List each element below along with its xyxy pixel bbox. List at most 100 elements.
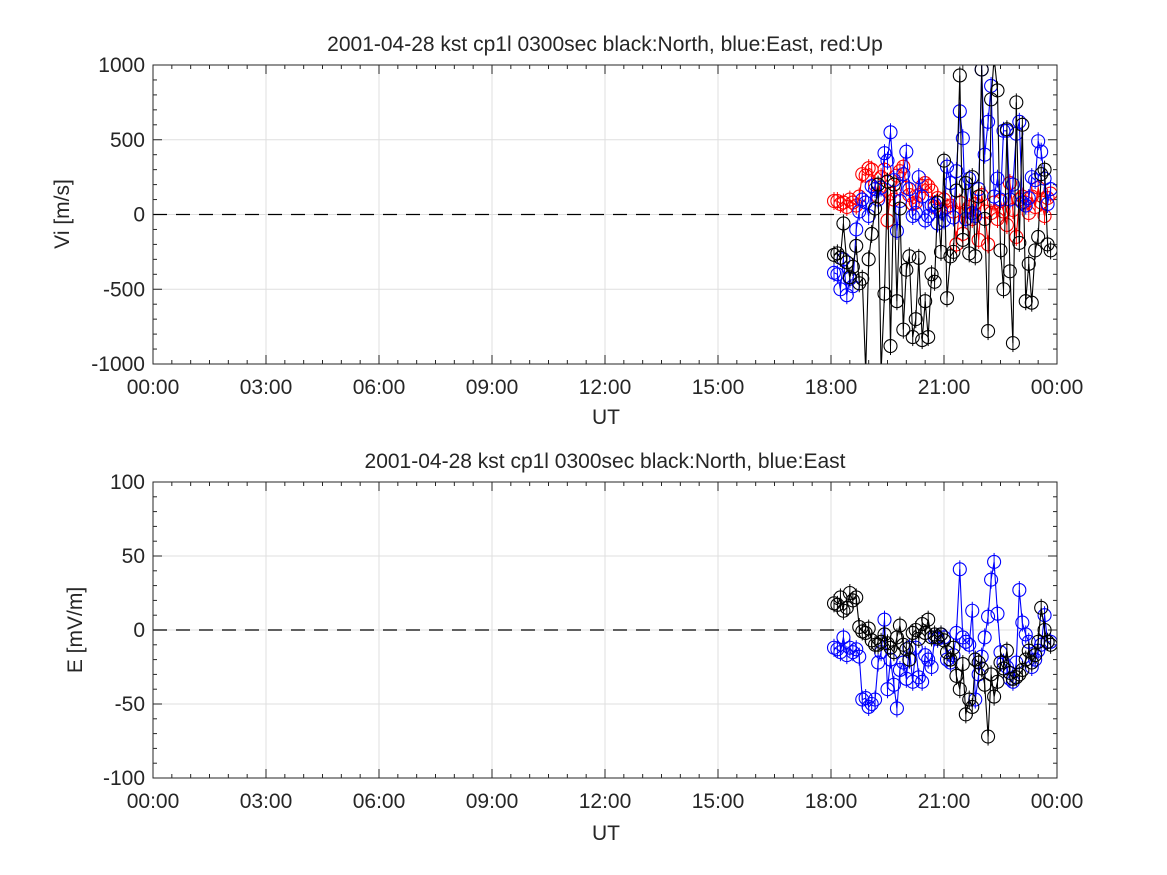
velocity-series-north-point [949,183,964,198]
electric-field-series-north-point [999,643,1014,658]
electric-field-axes-box [152,481,1058,779]
velocity-series-east-point [855,192,870,207]
electric-field-y-tick-label: -100 [103,767,145,790]
electric-field-series-east-point [965,603,980,618]
electric-field-series-north-point [1012,667,1027,682]
velocity-series-north-point [965,170,980,185]
electric-field-series-north-point [949,668,964,683]
velocity-series-north-point [1031,229,1046,244]
electric-field-series-north-point [965,699,980,715]
velocity-series-up-point [1005,202,1020,218]
velocity-series-north-point [993,243,1008,258]
velocity-series-north-point [939,291,955,306]
velocity-series-east-point [902,182,917,197]
velocity-series-north-point [871,177,886,192]
electric-field-series-east-point [849,642,864,657]
electric-field-series-north-point [1040,634,1055,649]
velocity-y-tick-label: -500 [103,278,145,301]
electric-field-series-east-point [864,696,879,712]
electric-field-series-north-point [921,612,936,627]
velocity-series-north-point [883,339,898,354]
velocity-x-tick-label: 18:00 [805,376,858,399]
velocity-series-north-point [1009,95,1024,110]
electric-field-series-east-point [1018,627,1033,642]
velocity-series-north-point [861,252,876,267]
electric-field-panel-title: 2001-04-28 kst cp1l 0300sec black:North,… [365,450,846,473]
velocity-panel: 2001-04-28 kst cp1l 0300sec black:North,… [51,33,1083,429]
electric-field-x-tick-label: 12:00 [579,790,632,813]
electric-field-series-north-point [962,692,977,707]
electric-field-series-north-point [955,656,970,672]
velocity-series-east-point [1018,198,1033,213]
electric-field-series-north-point [892,618,907,633]
electric-field-series-north-point [1028,648,1043,663]
velocity-x-axis-label: UT [592,406,620,429]
velocity-series-north-point [968,249,983,264]
electric-field-x-tick-label: 21:00 [918,790,971,813]
velocity-panel-title: 2001-04-28 kst cp1l 0300sec black:North,… [327,33,883,56]
electric-field-x-tick-label: 00:00 [127,790,180,813]
electric-field-y-axis-label: E [mV/m] [64,587,87,673]
electric-field-x-tick-label: 15:00 [692,790,745,813]
velocity-series-east-point [965,205,980,221]
electric-field-series-east-point [962,637,977,652]
electric-field-y-tick-label: 0 [133,619,145,642]
electric-field-series-east-point [918,648,933,663]
electric-field-series-east-point [1012,582,1027,598]
electric-field-panel: 2001-04-28 kst cp1l 0300sec black:North,… [64,450,1083,845]
velocity-x-tick-label: 00:00 [1031,376,1084,399]
velocity-series-east-point [993,192,1008,207]
velocity-series-north-point [1034,167,1049,182]
electric-field-x-tick-label: 06:00 [353,790,406,813]
velocity-series-north-point [830,246,845,261]
velocity-series-north-point [899,262,914,277]
electric-field-series-north-point [899,642,914,657]
velocity-series-north-point [855,271,870,286]
velocity-y-axis-label: Vi [m/s] [51,179,74,249]
velocity-series-east-point [962,171,977,186]
velocity-series-north-point [943,249,958,264]
velocity-series-east-point [1043,182,1057,197]
velocity-series-north-point [1028,243,1043,258]
velocity-x-tick-label: 12:00 [579,376,632,399]
electric-field-series-north-point [1024,655,1039,670]
velocity-series-east-point [911,170,926,185]
electric-field-series-east-point [990,606,1005,621]
velocity-series-north-point [988,51,1001,64]
electric-field-series-north-point [845,593,860,608]
velocity-series-east-point [1012,114,1027,129]
velocity-series-north-point [886,177,901,192]
velocity-series-north-point [852,276,867,291]
velocity-series-north-point [936,153,952,168]
velocity-x-tick-label: 15:00 [692,376,745,399]
velocity-x-tick-label: 21:00 [918,376,971,399]
velocity-axes-box [152,64,1058,365]
velocity-series-east-point [889,223,904,238]
electric-field-series-north-point [1034,600,1049,615]
velocity-series-north-point [892,201,907,216]
velocity-series-north-point [930,195,945,210]
electric-field-series-east-point [911,670,926,685]
velocity-series-north-point [836,216,851,231]
velocity-series-east-point [1031,134,1046,149]
electric-field-series-north-point [1043,637,1057,652]
velocity-series-north-point [921,330,936,345]
velocity-series-up-point [861,161,876,176]
velocity-series-east-point [915,189,930,204]
velocity-series-north-point [1005,336,1020,351]
velocity-series-east-point [896,167,911,182]
velocity-series-east-point [877,146,892,161]
velocity-series-east-point [883,125,898,140]
electric-field-y-tick-label: 50 [122,545,145,568]
velocity-series-north-point [981,324,996,339]
velocity-series-up-point [880,213,895,228]
velocity-series-east-point [899,144,914,159]
velocity-series-north-point [971,189,986,204]
electric-field-series-north-point [896,637,911,652]
electric-field-series-east-point [958,634,973,649]
velocity-y-tick-label: 0 [133,204,145,227]
electric-field-series-east-point [836,630,851,645]
electric-field-series-north-point [952,682,967,697]
velocity-x-tick-label: 03:00 [240,376,293,399]
